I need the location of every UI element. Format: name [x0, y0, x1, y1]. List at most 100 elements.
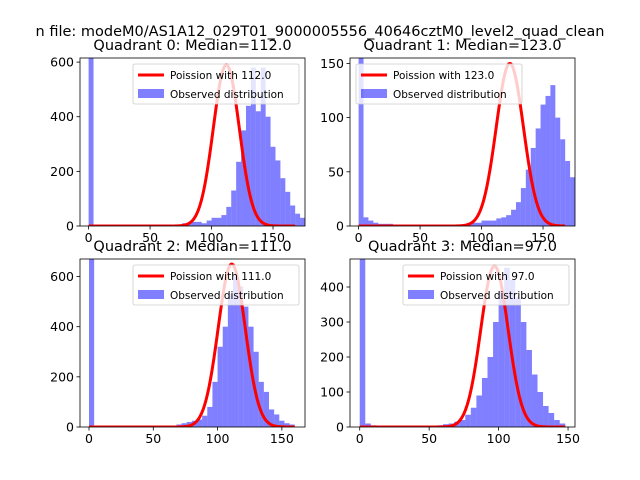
- histogram-bar: [465, 414, 471, 427]
- histogram-bar: [241, 130, 246, 226]
- histogram-bar: [493, 322, 499, 427]
- y-tick-label: 100: [320, 385, 344, 400]
- histogram-bar: [284, 423, 290, 427]
- y-tick-label: 600: [50, 55, 74, 70]
- histogram-bar: [535, 128, 541, 226]
- axes-frame: [79, 258, 306, 428]
- histogram-bar: [520, 322, 527, 427]
- histogram-bar: [233, 276, 239, 427]
- histogram-bar: [498, 290, 505, 427]
- histogram-bar: [280, 178, 286, 226]
- x-tick-label: 150: [270, 431, 294, 446]
- x-tick-label: 100: [470, 230, 494, 245]
- plot-area: [87, 58, 320, 226]
- histogram-bar: [243, 306, 249, 427]
- histogram-bar: [227, 294, 233, 427]
- histogram-bar: [315, 225, 320, 226]
- histogram-bar: [201, 223, 207, 226]
- histogram-bar: [255, 111, 261, 226]
- histogram-bar: [269, 409, 275, 427]
- histogram-bar: [236, 161, 242, 226]
- histogram-bar: [238, 286, 244, 427]
- histogram-bar: [491, 220, 497, 226]
- legend-hist-swatch: [138, 89, 164, 98]
- histogram-bar: [365, 423, 371, 427]
- x-tick-label: 150: [556, 431, 580, 446]
- histogram-bar: [476, 222, 482, 226]
- x-tick-label: 100: [206, 431, 230, 446]
- x-tick-label: 0: [356, 431, 364, 446]
- histogram-bar: [263, 391, 269, 427]
- y-tick-label: 50: [328, 164, 344, 179]
- legend-frame: [402, 264, 570, 306]
- histogram-bar: [501, 217, 507, 226]
- histogram-bar: [565, 160, 571, 226]
- histogram-bar: [258, 381, 264, 427]
- legend: Poission with 97.0 Observed distribution: [402, 264, 570, 306]
- x-tick-label: 50: [145, 431, 161, 446]
- legend: Poission with 112.0 Observed distribution: [132, 63, 300, 105]
- legend-fit-label: Poission with 97.0: [440, 271, 535, 283]
- histogram-bar: [548, 413, 555, 427]
- subplot-title: Quadrant 1: Median=123.0: [363, 38, 561, 54]
- histogram-bar: [265, 116, 271, 226]
- legend: Poission with 123.0 Observed distribution: [355, 63, 523, 105]
- histogram-bar: [206, 220, 212, 226]
- histogram-bar: [221, 215, 227, 226]
- legend-frame: [132, 264, 300, 306]
- histogram-bar: [515, 202, 521, 226]
- histogram-bar: [295, 213, 301, 226]
- figure-suptitle: n file: modeM0/AS1A12_029T01_9000005556_…: [36, 24, 605, 40]
- legend-hist-label: Observed distribution: [393, 89, 507, 101]
- subplot-title: Quadrant 0: Median=112.0: [93, 38, 291, 54]
- x-tick-label: 0: [85, 431, 93, 446]
- histogram-bar: [217, 346, 223, 427]
- histogram-bar: [207, 406, 213, 427]
- legend-hist-swatch: [361, 89, 387, 98]
- legend-frame: [355, 63, 523, 105]
- histogram-bar: [570, 177, 575, 226]
- histogram-bar: [543, 406, 549, 427]
- histogram-bar: [231, 190, 237, 226]
- histogram-bar: [471, 222, 477, 226]
- subplot-3: 0 50 100 150 0 100 200 300 400 Quadrant 3: Median…: [320, 239, 580, 446]
- histogram-bar: [481, 220, 487, 226]
- histogram-bar: [279, 420, 285, 427]
- y-tick-label: 100: [320, 110, 344, 125]
- histogram-bar: [275, 160, 281, 226]
- histogram-bar: [191, 221, 197, 226]
- histogram-bar: [359, 259, 366, 427]
- histogram-bar: [504, 267, 510, 427]
- histogram-bar: [481, 378, 488, 427]
- y-tick-label: 400: [50, 109, 74, 124]
- histogram-bar: [368, 220, 374, 226]
- legend: Poission with 111.0 Observed distribution: [132, 264, 300, 306]
- x-tick-label: 0: [355, 230, 363, 245]
- poisson-fit-line: [87, 63, 297, 226]
- x-tick-label: 100: [487, 431, 511, 446]
- y-tick-label: 600: [50, 269, 74, 284]
- legend-hist-label: Observed distribution: [170, 89, 284, 101]
- histogram-bar: [274, 414, 280, 427]
- histogram-bar: [310, 223, 315, 226]
- histogram-bar: [520, 188, 526, 226]
- y-tick-label: 0: [66, 420, 74, 435]
- histogram-bar: [216, 217, 222, 226]
- histogram-bar: [211, 217, 217, 226]
- histogram-bar: [260, 67, 266, 226]
- histogram-bar: [476, 395, 482, 427]
- histogram-bar: [526, 350, 532, 427]
- legend-frame: [132, 63, 300, 105]
- legend-hist-label: Observed distribution: [170, 290, 284, 302]
- y-tick-label: 400: [320, 280, 344, 295]
- legend-fit-label: Poission with 112.0: [170, 70, 271, 82]
- y-tick-label: 200: [50, 369, 74, 384]
- legend-fit-label: Poission with 111.0: [170, 271, 271, 283]
- histogram-bar: [580, 210, 585, 226]
- histogram-bar: [486, 220, 492, 226]
- x-tick-label: 50: [421, 431, 437, 446]
- histogram-bar: [196, 221, 202, 226]
- y-tick-label: 0: [66, 219, 74, 234]
- x-tick-label: 0: [85, 230, 93, 245]
